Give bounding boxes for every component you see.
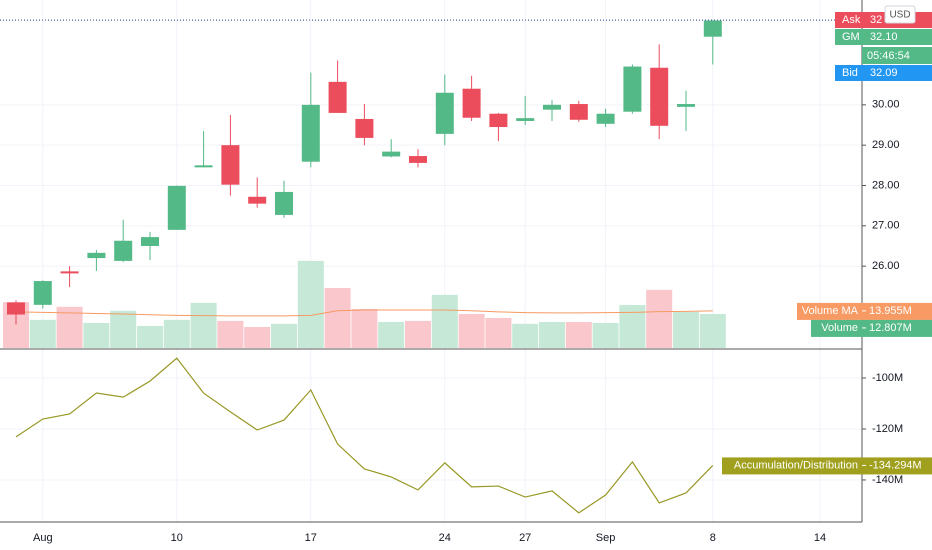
candle-body	[355, 118, 374, 138]
y-tick-label: -100M	[872, 372, 903, 384]
volume-bar	[217, 320, 244, 348]
x-tick-label: 10	[171, 532, 183, 544]
candle-body	[141, 237, 159, 246]
countdown-box	[862, 47, 932, 64]
volume-bar	[619, 304, 646, 348]
currency: USD	[889, 10, 910, 21]
volume-bar	[565, 321, 592, 348]
indicator-name: Volume	[821, 322, 858, 334]
volume-bar	[378, 321, 405, 348]
quote-value: 32.09	[870, 67, 898, 79]
volume-bar	[163, 319, 190, 348]
quote-name: Bid	[842, 67, 858, 79]
candle-body	[248, 196, 267, 204]
volume-bar	[271, 323, 297, 348]
volume-bar	[244, 327, 271, 348]
quote-value: 32	[870, 14, 882, 26]
x-tick-label: 27	[519, 532, 531, 544]
candle-body	[703, 20, 722, 37]
volume-bar	[110, 310, 137, 348]
y-tick-label: -120M	[872, 423, 903, 435]
volume-bar	[405, 320, 431, 348]
volume-bar	[458, 313, 485, 348]
candle-body	[60, 271, 79, 274]
volume-bar	[324, 287, 351, 348]
volume-bar	[673, 311, 699, 348]
x-tick-label: 17	[305, 532, 317, 544]
indicator-value: -134.294M	[869, 459, 922, 471]
candle-body	[221, 145, 240, 185]
candle-body	[650, 67, 669, 126]
indicator-value: 13.955M	[869, 305, 912, 317]
countdown: 05:46:54	[867, 50, 910, 62]
y-tick-label: 26.00	[872, 260, 900, 272]
candle-body	[677, 104, 695, 107]
quote-box	[835, 65, 932, 81]
candle-body	[435, 92, 454, 134]
x-tick-label: 8	[710, 532, 716, 544]
y-tick-label: 30.00	[872, 99, 900, 111]
volume-bar	[431, 294, 458, 348]
volume-bar	[512, 323, 539, 348]
indicator-name: Volume MA	[802, 305, 859, 317]
candle-body	[623, 66, 642, 112]
x-tick-label: Aug	[33, 532, 53, 544]
candle-body	[167, 185, 186, 230]
candle-body	[7, 302, 25, 315]
candle-body	[543, 104, 561, 110]
candle-body	[382, 151, 401, 157]
candle-body	[569, 104, 588, 120]
candle-body	[275, 191, 293, 215]
candle-body	[301, 104, 320, 162]
x-tick-label: Sep	[596, 532, 616, 544]
y-tick-label: 29.00	[872, 139, 900, 151]
volume-bar	[83, 323, 110, 348]
candle-body	[489, 113, 508, 128]
volume-bar	[485, 317, 512, 348]
volume-bar	[646, 289, 673, 348]
volume-bar	[56, 306, 83, 348]
quote-box	[835, 29, 932, 45]
volume-bar	[351, 308, 378, 348]
indicator-label-box	[722, 457, 932, 475]
y-tick-label: -140M	[872, 474, 903, 486]
currency-box[interactable]	[884, 5, 916, 24]
candle-body	[462, 88, 481, 118]
volume-bar	[137, 325, 163, 348]
volume-bar	[190, 302, 217, 348]
quote-name: Ask	[842, 14, 861, 26]
volume-ma-line	[15, 309, 713, 317]
x-tick-label: 24	[439, 532, 451, 544]
candle-body	[516, 118, 535, 121]
indicator-name: Accumulation/Distribution	[734, 459, 858, 471]
candle-body	[33, 281, 52, 305]
ad-line	[15, 357, 714, 514]
volume-bar	[539, 321, 565, 348]
candle-body	[328, 81, 347, 113]
quote-name: GM	[842, 31, 860, 43]
y-tick-label: 28.00	[872, 179, 900, 191]
quote-value: 32.10	[870, 31, 898, 43]
candle-body	[596, 113, 615, 124]
volume-bar	[699, 313, 726, 348]
candle-body	[87, 252, 106, 259]
volume-bar	[592, 323, 619, 348]
candle-body	[114, 240, 133, 261]
volume-bar	[297, 260, 324, 348]
x-tick-label: 14	[814, 532, 826, 544]
candle-body	[194, 165, 213, 168]
indicator-value: 12.807M	[869, 322, 912, 334]
volume-bar	[29, 319, 56, 348]
indicator-label-box	[811, 319, 932, 337]
candle-body	[409, 156, 427, 163]
y-tick-label: 27.00	[872, 220, 900, 232]
